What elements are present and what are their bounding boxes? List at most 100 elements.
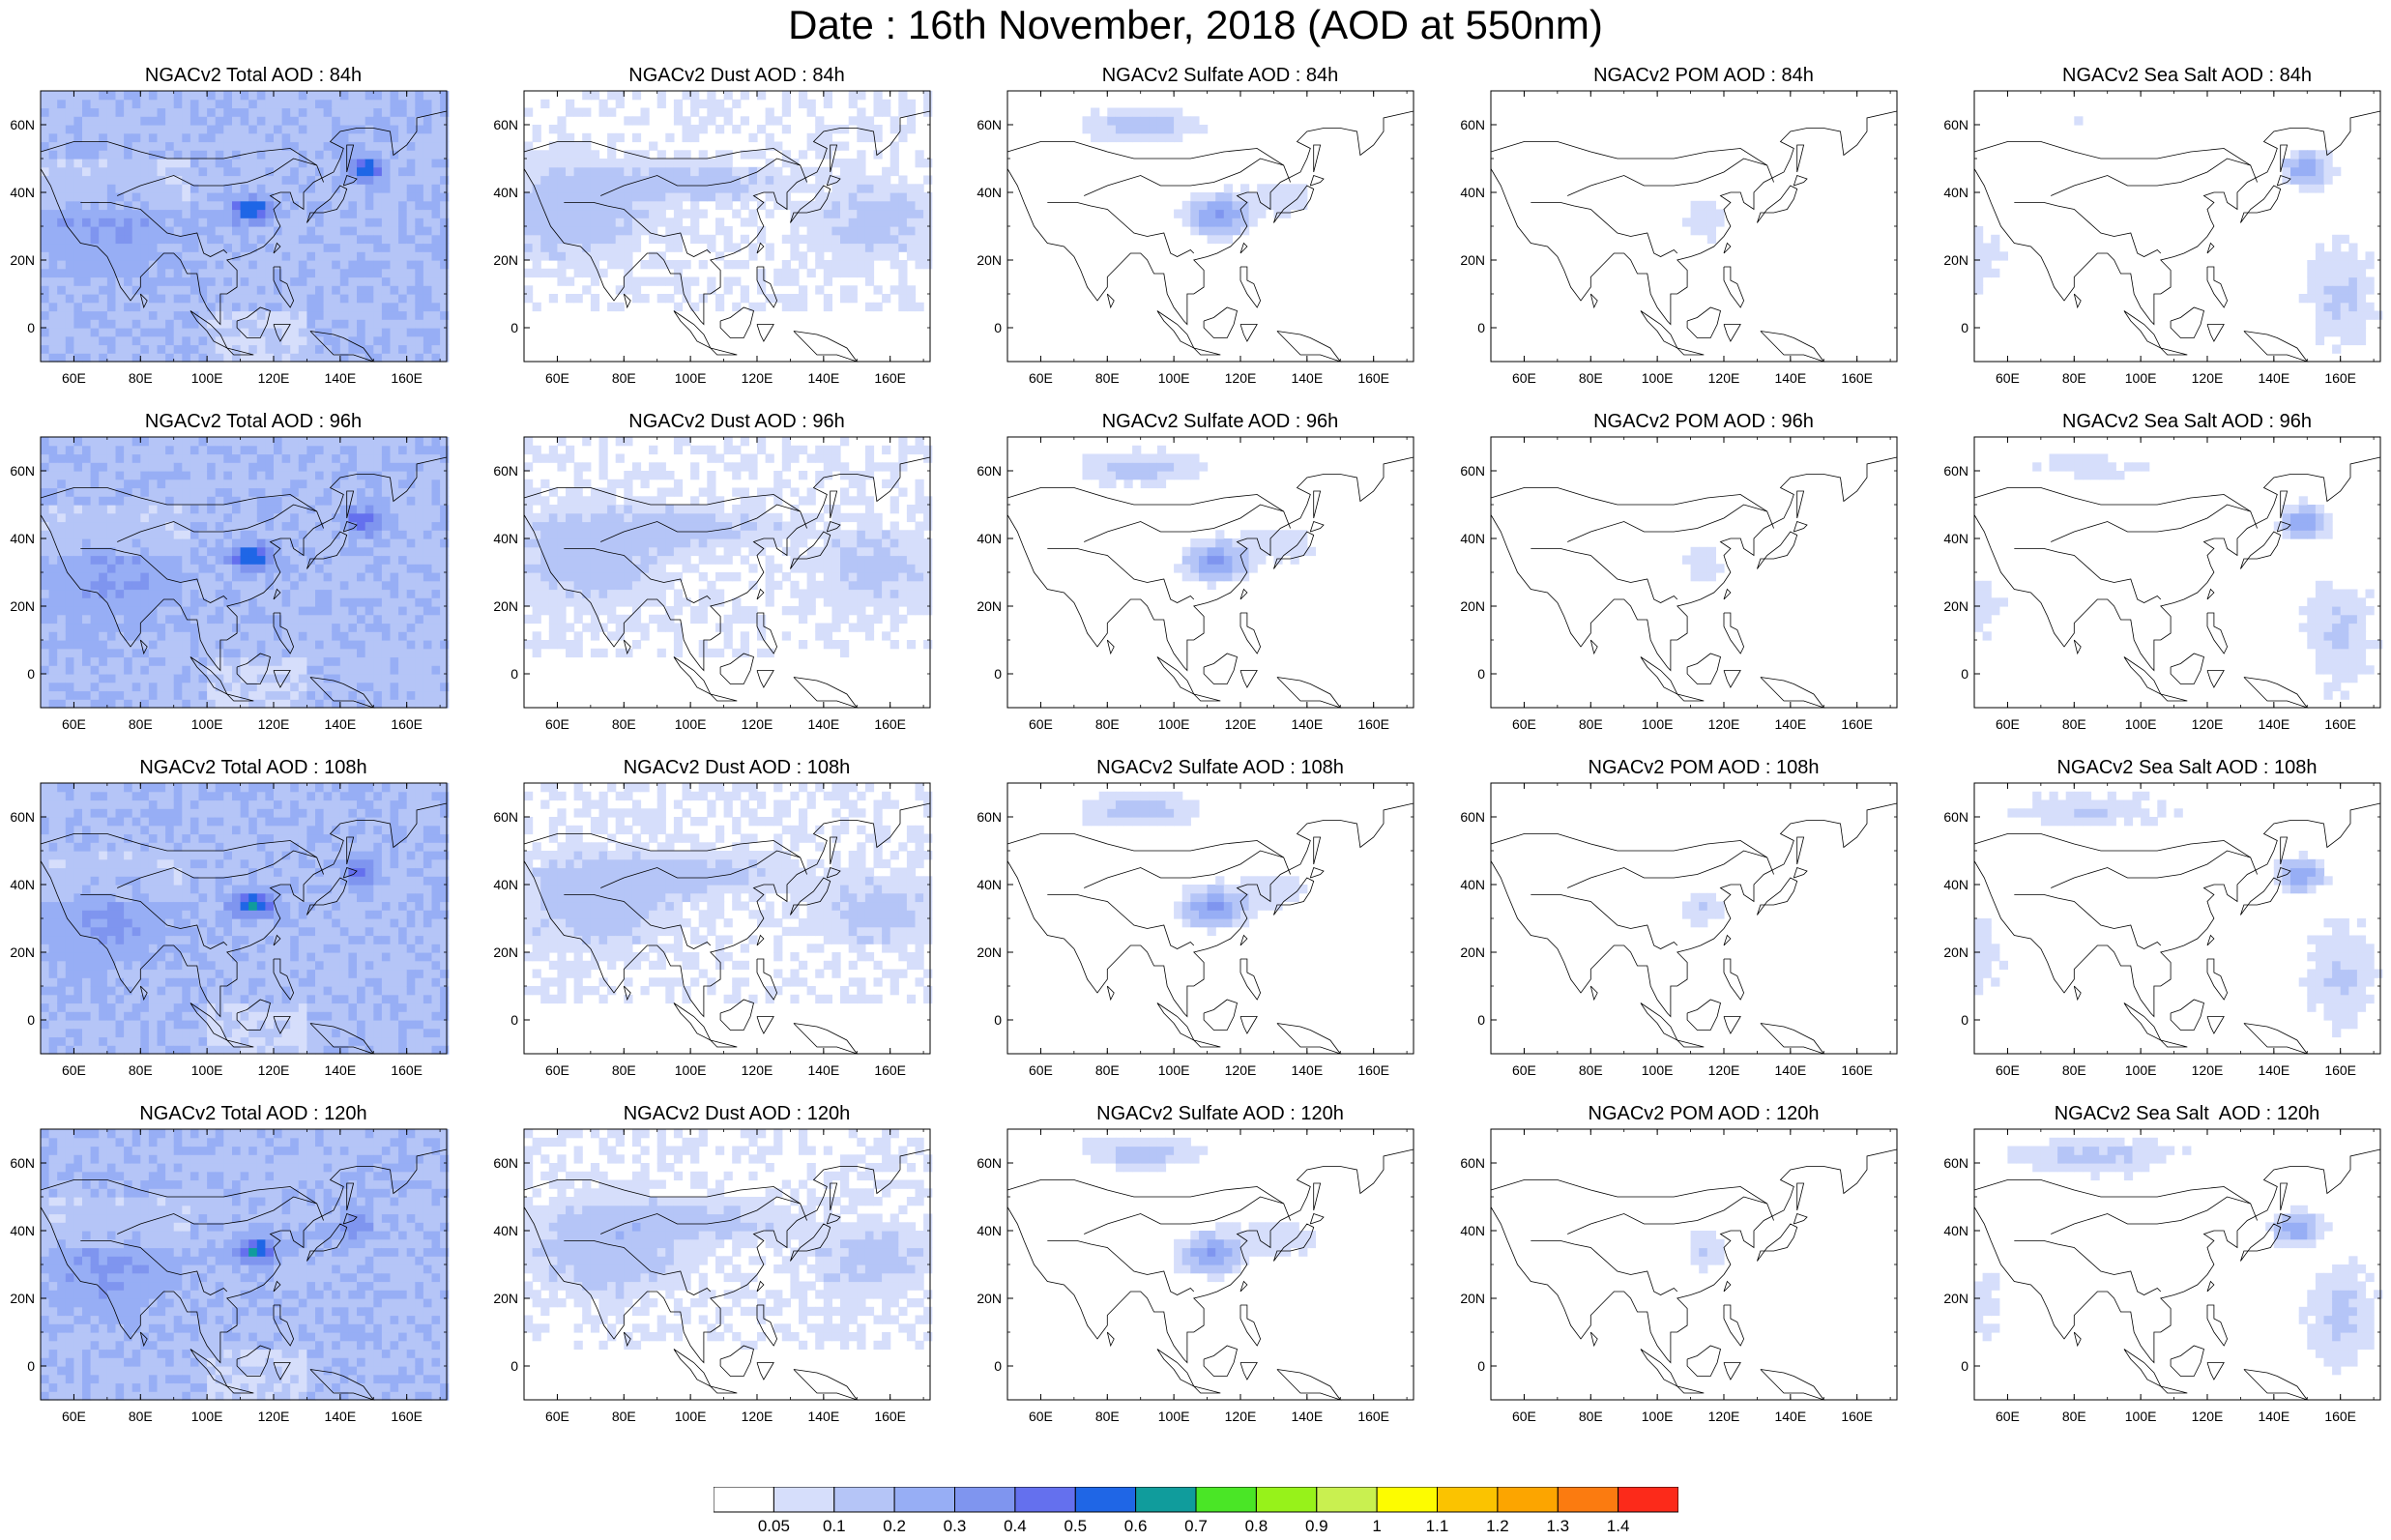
lat-tick-label: 40N xyxy=(1943,877,1968,892)
aod-field xyxy=(1083,446,1317,590)
colorbar-swatch xyxy=(1317,1487,1377,1512)
lat-tick-label: 20N xyxy=(1460,944,1485,960)
lon-tick-label: 60E xyxy=(1996,1062,2020,1078)
panel-title: NGACv2 Dust AOD : 108h xyxy=(524,756,949,779)
colorbar-swatch xyxy=(773,1487,833,1512)
lat-tick-label: 40N xyxy=(1943,531,1968,546)
lon-tick-label: 60E xyxy=(1029,1062,1053,1078)
figure-title: Date : 16th November, 2018 (AOD at 550nm… xyxy=(0,2,2391,48)
lon-tick-label: 60E xyxy=(1512,1409,1536,1424)
lon-tick-label: 160E xyxy=(1841,1409,1873,1424)
lon-tick-label: 60E xyxy=(1996,1409,2020,1424)
lat-tick-label: 20N xyxy=(1943,598,1968,614)
lon-tick-label: 60E xyxy=(1512,716,1536,732)
lat-tick-label: 40N xyxy=(493,877,518,892)
lon-tick-label: 80E xyxy=(1579,1409,1603,1424)
lat-tick-label: 0 xyxy=(994,320,1002,335)
lon-tick-label: 60E xyxy=(62,716,86,732)
lon-tick-label: 100E xyxy=(191,370,223,386)
lat-tick-label: 60N xyxy=(1460,809,1485,825)
lon-tick-label: 140E xyxy=(807,716,839,732)
lon-tick-label: 60E xyxy=(62,1409,86,1424)
lat-tick-label: 40N xyxy=(10,531,35,546)
lon-tick-label: 140E xyxy=(1774,370,1806,386)
lon-tick-label: 100E xyxy=(675,1409,707,1424)
lat-tick-label: 20N xyxy=(493,944,518,960)
lat-tick-label: 20N xyxy=(493,598,518,614)
lon-tick-label: 80E xyxy=(129,370,153,386)
lon-tick-label: 100E xyxy=(1642,1062,1674,1078)
panel-title: NGACv2 Dust AOD : 96h xyxy=(524,410,949,433)
lon-tick-label: 140E xyxy=(1291,716,1323,732)
lon-tick-label: 120E xyxy=(1708,1409,1740,1424)
lat-tick-label: 0 xyxy=(510,320,518,335)
lat-tick-label: 60N xyxy=(493,117,518,132)
lon-tick-label: 60E xyxy=(1512,1062,1536,1078)
lon-tick-label: 100E xyxy=(1642,716,1674,732)
lat-tick-label: 60N xyxy=(493,809,518,825)
lon-tick-label: 80E xyxy=(2062,716,2086,732)
lon-tick-label: 100E xyxy=(1642,1409,1674,1424)
lon-tick-label: 160E xyxy=(2324,1062,2356,1078)
panel-title: NGACv2 Total AOD : 120h xyxy=(41,1102,466,1125)
lon-tick-label: 60E xyxy=(1029,716,1053,732)
lat-tick-label: 60N xyxy=(10,463,35,479)
panel-title: NGACv2 Sea Salt AOD : 96h xyxy=(1974,410,2391,433)
lat-tick-label: 60N xyxy=(1460,117,1485,132)
colorbar-swatch xyxy=(1558,1487,1618,1512)
lon-tick-label: 120E xyxy=(258,716,290,732)
colorbar-label: 0.3 xyxy=(944,1517,967,1535)
lat-tick-label: 0 xyxy=(1961,1012,1968,1028)
lat-tick-label: 40N xyxy=(1460,877,1485,892)
colorbar-label: 0.8 xyxy=(1245,1517,1268,1535)
lon-tick-label: 80E xyxy=(1579,1062,1603,1078)
lon-tick-label: 60E xyxy=(545,716,569,732)
lat-tick-label: 40N xyxy=(977,877,1002,892)
colorbar-swatch xyxy=(1438,1487,1498,1512)
lat-tick-label: 60N xyxy=(1460,1155,1485,1171)
lon-tick-label: 120E xyxy=(1225,1062,1257,1078)
lon-tick-label: 80E xyxy=(1095,716,1120,732)
lat-tick-label: 0 xyxy=(27,666,35,682)
lon-tick-label: 120E xyxy=(2192,1409,2224,1424)
aod-field xyxy=(1083,108,1308,245)
lon-tick-label: 100E xyxy=(191,1409,223,1424)
colorbar-label: 1.3 xyxy=(1546,1517,1569,1535)
lat-tick-label: 20N xyxy=(10,598,35,614)
panel-title: NGACv2 POM AOD : 108h xyxy=(1491,756,1916,779)
panel-title: NGACv2 Sea Salt AOD : 84h xyxy=(1974,64,2391,87)
colorbar-swatch xyxy=(1256,1487,1316,1512)
lon-tick-label: 140E xyxy=(1774,1062,1806,1078)
aod-field xyxy=(524,91,932,311)
lat-tick-label: 0 xyxy=(1477,1358,1485,1374)
lat-tick-label: 20N xyxy=(493,1291,518,1306)
lat-tick-label: 20N xyxy=(977,598,1002,614)
lat-tick-label: 40N xyxy=(1460,185,1485,200)
lon-tick-label: 120E xyxy=(742,1409,773,1424)
lon-tick-label: 160E xyxy=(1357,1062,1389,1078)
lat-tick-label: 20N xyxy=(977,252,1002,268)
lon-tick-label: 160E xyxy=(874,716,906,732)
lon-tick-label: 100E xyxy=(675,716,707,732)
lon-tick-label: 60E xyxy=(545,1409,569,1424)
lon-tick-label: 140E xyxy=(324,716,356,732)
panel-title: NGACv2 Total AOD : 108h xyxy=(41,756,466,779)
lat-tick-label: 0 xyxy=(1961,666,1968,682)
lat-tick-label: 20N xyxy=(1460,252,1485,268)
lon-tick-label: 120E xyxy=(1708,716,1740,732)
lat-tick-label: 0 xyxy=(1477,320,1485,335)
colorbar-label: 1 xyxy=(1372,1517,1381,1535)
aod-field xyxy=(1682,893,1725,928)
